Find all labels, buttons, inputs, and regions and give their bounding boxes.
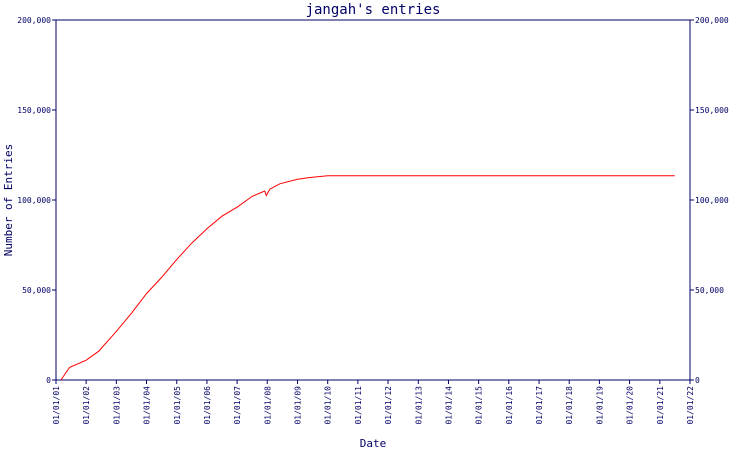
y-tick-label-right: 0 [695, 376, 700, 385]
x-tick-label: 01/01/07 [233, 386, 242, 425]
right-y-axis: 0 50,000 100,000 150,000 200,000 [690, 16, 729, 385]
y-tick-label-left: 100,000 [17, 196, 51, 205]
x-tick-label: 01/01/22 [686, 386, 695, 425]
x-tick-label: 01/01/16 [505, 386, 514, 425]
x-tick-label: 01/01/06 [203, 386, 212, 425]
x-axis: 01/01/01 01/01/02 01/01/03 01/01/04 01/01/05… [52, 380, 695, 425]
y-tick-label-left: 150,000 [17, 106, 51, 115]
y-tick-label-right: 100,000 [695, 196, 729, 205]
x-tick-label: 01/01/21 [656, 386, 665, 425]
y-tick-label-right: 200,000 [695, 16, 729, 25]
left-y-axis: 0 50,000 100,000 150,000 200,000 [17, 16, 56, 385]
y-tick-label-right: 50,000 [695, 286, 724, 295]
x-tick-label: 01/01/02 [82, 386, 91, 425]
series-line [60, 175, 675, 381]
y-tick-label-left: 50,000 [22, 286, 51, 295]
x-tick-label: 01/01/19 [595, 386, 604, 425]
x-tick-label: 01/01/14 [444, 386, 453, 425]
y-tick-label-left: 0 [46, 376, 51, 385]
x-tick-label: 01/01/09 [294, 386, 303, 425]
x-tick-label: 01/01/04 [143, 386, 152, 425]
x-tick-label: 01/01/08 [263, 386, 272, 425]
plot-area-frame [55, 19, 691, 381]
x-tick-label: 01/01/20 [626, 386, 635, 425]
x-tick-label: 01/01/10 [324, 386, 333, 425]
x-tick-label: 01/01/15 [475, 386, 484, 425]
x-tick-label: 01/01/18 [565, 386, 574, 425]
y-tick-label-left: 200,000 [17, 16, 51, 25]
x-tick-label: 01/01/17 [535, 386, 544, 425]
x-tick-label: 01/01/11 [354, 386, 363, 425]
y-tick-label-right: 150,000 [695, 106, 729, 115]
x-tick-label: 01/01/01 [52, 386, 61, 425]
y-axis-title: Number of Entries [2, 144, 15, 257]
chart-title: jangah's entries [306, 2, 441, 18]
x-axis-title: Date [360, 437, 387, 450]
x-tick-label: 01/01/05 [173, 386, 182, 425]
x-tick-label: 01/01/03 [112, 386, 121, 425]
series-group [60, 175, 675, 381]
x-tick-label: 01/01/12 [384, 386, 393, 425]
x-tick-label: 01/01/13 [414, 386, 423, 425]
